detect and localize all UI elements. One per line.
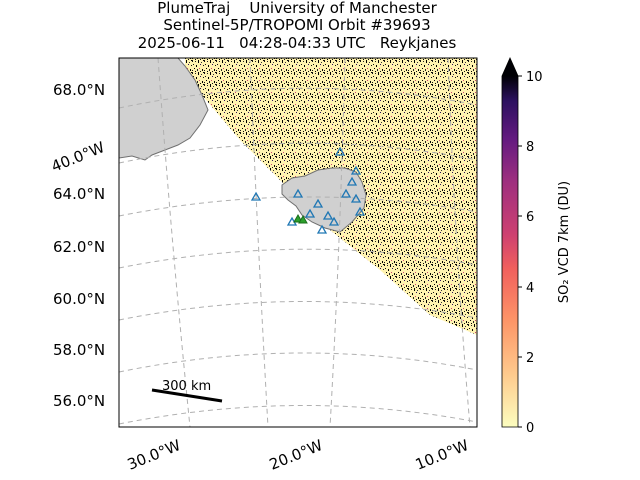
- cb-tick-6: 6: [526, 210, 534, 225]
- cb-tick-8: 8: [526, 140, 534, 155]
- lat-label-62: 62.0°N: [53, 238, 105, 256]
- scale-bar: [151, 388, 223, 403]
- scale-bar-label: 300 km: [162, 379, 211, 394]
- greenland-landmass: [119, 58, 209, 161]
- cb-tick-2: 2: [526, 351, 534, 366]
- colorbar-label: SO₂ VCD 7km (DU): [557, 181, 572, 303]
- cb-tick-4: 4: [526, 281, 534, 296]
- lon-label-20w: 20.0°W: [267, 436, 326, 474]
- colorbar: 0 2 4 6 8 10 SO₂ VCD 7km (DU): [501, 57, 572, 436]
- map-frame: [118, 57, 478, 428]
- lon-label-30w: 30.0°W: [125, 436, 184, 474]
- lat-label-56: 56.0°N: [53, 392, 105, 410]
- title-line-1: PlumeTraj University of Manchester: [157, 0, 437, 17]
- iceland-landmass: [281, 167, 367, 233]
- colorbar-extend-arrow: [502, 58, 518, 76]
- title-line-2: Sentinel-5P/TROPOMI Orbit #39693: [163, 16, 431, 34]
- cb-tick-0: 0: [526, 421, 534, 436]
- station-markers: [250, 146, 366, 234]
- lat-label-58: 58.0°N: [53, 341, 105, 359]
- lat-label-64: 64.0°N: [53, 185, 105, 203]
- lon-label-10w: 10.0°W: [413, 436, 472, 474]
- volcano-markers: [293, 213, 308, 224]
- cb-tick-10: 10: [526, 70, 543, 85]
- lat-label-60: 60.0°N: [53, 290, 105, 308]
- lon-label-40w: 40.0°W: [49, 138, 108, 176]
- lat-label-68: 68.0°N: [53, 81, 105, 99]
- title-line-3: 2025-06-11 04:28-04:33 UTC Reykjanes: [137, 34, 457, 52]
